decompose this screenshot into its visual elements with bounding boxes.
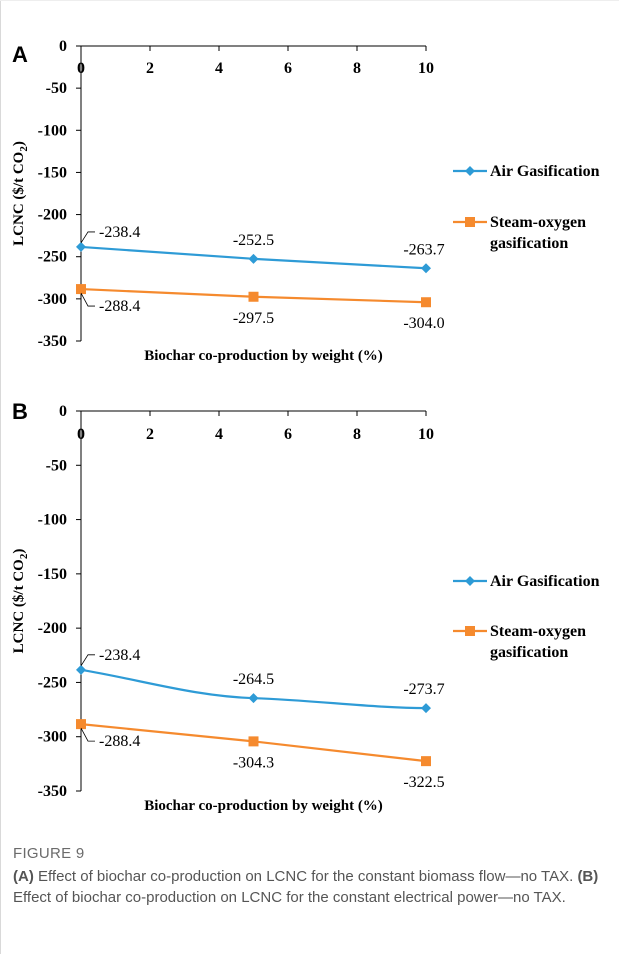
chart-panel-b: B 0 2 4 6 8 10 0 -50 -100 -150 -200 -250 -300 -350 LCNC… xyxy=(0,395,619,825)
data-point-square xyxy=(248,291,259,302)
x-tick-label: 2 xyxy=(146,426,154,443)
data-label: -304.3 xyxy=(233,754,274,771)
legend-marker-diamond xyxy=(465,166,475,176)
data-label: -273.7 xyxy=(403,681,444,698)
x-tick-label: 10 xyxy=(418,426,434,443)
y-tick-label: -100 xyxy=(38,122,67,139)
data-label: -238.4 xyxy=(99,647,140,664)
y-tick-label: 0 xyxy=(59,38,67,55)
figure-caption: FIGURE 9 (A) Effect of biochar co-produc… xyxy=(13,845,608,908)
y-tick-label: -300 xyxy=(38,729,67,746)
y-tick-label: -200 xyxy=(38,207,67,224)
data-point-diamond xyxy=(76,241,86,252)
x-axis-title: Biochar co-production by weight (%) xyxy=(144,798,383,814)
data-point-diamond xyxy=(248,693,259,704)
legend-label: Steam-oxygen xyxy=(490,214,586,231)
data-label: -304.0 xyxy=(403,315,444,332)
y-tick-label: -150 xyxy=(38,566,67,583)
data-label-leader xyxy=(80,654,95,667)
y-axis-title-close: ) xyxy=(11,141,27,146)
page-left-border xyxy=(0,0,1,954)
caption-part-b-text: Effect of biochar co-production on LCNC … xyxy=(13,889,566,906)
figure-caption-text: (A) Effect of biochar co-production on L… xyxy=(13,866,608,908)
data-point-diamond xyxy=(248,253,259,264)
page-top-border xyxy=(0,0,619,1)
data-point-square xyxy=(421,297,431,308)
data-label-leader xyxy=(80,727,95,742)
y-axis-title-subscript: 2 xyxy=(18,553,30,559)
data-point-square xyxy=(76,719,86,730)
y-tick-label: -50 xyxy=(46,457,67,474)
legend-label: Air Gasification xyxy=(490,573,600,590)
data-label-leader xyxy=(80,292,95,307)
legend-marker-square xyxy=(465,217,475,227)
y-axis-title-main: LCNC ($/t CO xyxy=(11,152,27,246)
chart-a-svg: A 0 2 4 6 8 10 0 -50 -100 -150 -200 -250 -300 -350 LCNC… xyxy=(11,38,600,364)
y-tick-label: 0 xyxy=(59,403,67,420)
x-tick-label: 4 xyxy=(215,426,223,443)
y-tick-label: -100 xyxy=(38,512,67,529)
y-tick-label: -350 xyxy=(38,333,67,350)
data-label: -288.4 xyxy=(99,733,140,750)
legend-marker-diamond xyxy=(465,576,475,586)
data-point-diamond xyxy=(421,263,431,274)
data-label: -263.7 xyxy=(403,241,444,258)
data-label: -322.5 xyxy=(403,774,444,791)
figure-label: FIGURE 9 xyxy=(13,845,85,862)
y-tick-label: -300 xyxy=(38,291,67,308)
chart-panel-a: A 0 2 4 6 8 10 0 -50 -100 -150 -200 -250 -300 -350 LCNC… xyxy=(0,0,619,370)
legend-label: gasification xyxy=(490,644,568,661)
y-axis-title-close: ) xyxy=(11,549,27,554)
y-axis-title-main: LCNC ($/t CO xyxy=(11,559,27,653)
caption-part-a-text: Effect of biochar co-production on LCNC … xyxy=(33,868,578,885)
y-axis-title-subscript: 2 xyxy=(18,146,30,152)
legend-marker-square xyxy=(465,626,475,636)
data-label: -264.5 xyxy=(233,671,274,688)
caption-part-a-tag: (A) xyxy=(13,868,34,885)
data-point-diamond xyxy=(76,664,86,675)
x-tick-label: 8 xyxy=(353,60,361,77)
caption-part-b-tag: (B) xyxy=(577,868,599,885)
data-label-leader xyxy=(80,231,95,244)
x-tick-label: 0 xyxy=(77,60,85,77)
legend-label: gasification xyxy=(490,235,568,252)
data-point-diamond xyxy=(421,703,431,714)
y-tick-label: -350 xyxy=(38,783,67,800)
x-tick-label: 6 xyxy=(284,426,292,443)
data-label: -297.5 xyxy=(233,310,274,327)
x-tick-label: 2 xyxy=(146,60,154,77)
x-tick-label: 8 xyxy=(353,426,361,443)
data-label: -238.4 xyxy=(99,224,140,241)
y-tick-label: -150 xyxy=(38,164,67,181)
legend-label: Air Gasification xyxy=(490,163,600,180)
x-tick-label: 6 xyxy=(284,60,292,77)
data-label: -288.4 xyxy=(99,298,140,315)
panel-letter: A xyxy=(12,42,28,67)
x-tick-label: 4 xyxy=(215,60,223,77)
data-point-square xyxy=(248,736,259,747)
data-point-square xyxy=(421,756,431,767)
panel-letter: B xyxy=(12,399,28,424)
chart-b-svg: B 0 2 4 6 8 10 0 -50 -100 -150 -200 -250 -300 -350 LCNC… xyxy=(11,399,600,814)
y-tick-label: -250 xyxy=(38,249,67,266)
data-point-square xyxy=(76,284,86,295)
x-axis-title: Biochar co-production by weight (%) xyxy=(144,348,383,364)
y-axis-title: LCNC ($/t CO2) xyxy=(11,549,30,654)
y-tick-label: -50 xyxy=(46,80,67,97)
x-tick-label: 10 xyxy=(418,60,434,77)
y-tick-label: -250 xyxy=(38,674,67,691)
data-label: -252.5 xyxy=(233,232,274,249)
legend-label: Steam-oxygen xyxy=(490,623,586,640)
y-tick-label: -200 xyxy=(38,620,67,637)
y-axis-title: LCNC ($/t CO2) xyxy=(11,141,30,246)
x-tick-label: 0 xyxy=(77,426,85,443)
